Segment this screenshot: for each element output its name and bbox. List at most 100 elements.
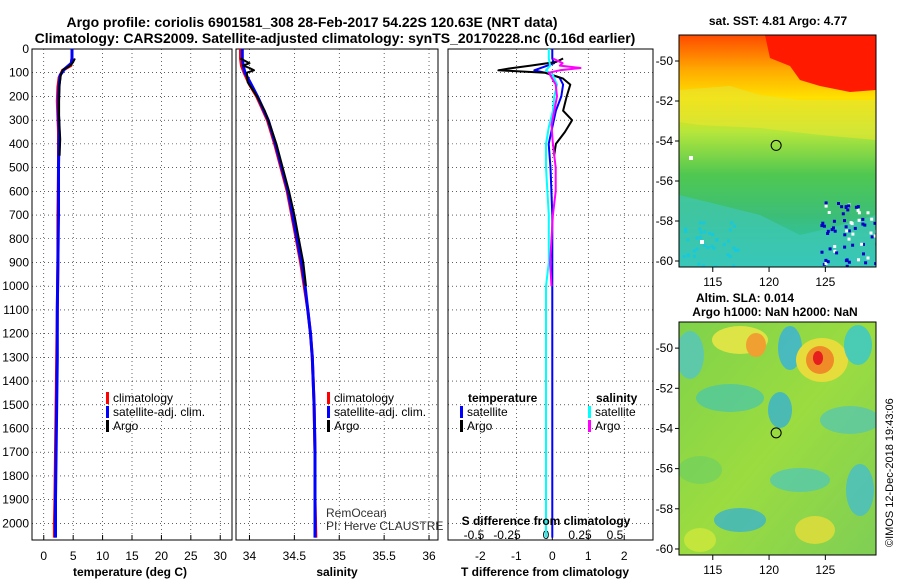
salinity-difference-tick-label: 0.25 xyxy=(568,528,592,542)
sst-pixel xyxy=(706,246,710,249)
salinity-difference-tick-label: -0.25 xyxy=(493,528,521,542)
sst-pixel xyxy=(840,205,844,209)
sst-pixel xyxy=(826,260,830,264)
sst-pixel xyxy=(727,239,731,243)
sst-pixel xyxy=(864,261,868,265)
sla-map-title: Altim. SLA: 0.014 xyxy=(696,291,794,305)
series-s-satellite xyxy=(545,49,558,538)
sst-pixel xyxy=(728,228,732,232)
sst-pixel xyxy=(712,246,716,250)
sst-pixel xyxy=(835,251,839,255)
temperature-panel-frame xyxy=(31,48,233,541)
sst-argo-location-marker xyxy=(770,139,782,151)
difference-series xyxy=(497,49,582,538)
x-tick-label: 20 xyxy=(155,549,169,563)
sst-pixel xyxy=(695,236,699,240)
sla-feature xyxy=(679,456,722,484)
legend-satellite-adj-swatch xyxy=(327,406,330,418)
map-x-tick-label: 115 xyxy=(703,563,722,577)
depth-tick-label: 600 xyxy=(9,184,29,198)
sst-map-axes: 115 120 125 -50 -52 -54 -56 -58 -60 xyxy=(656,54,836,289)
sst-pixel xyxy=(824,262,828,266)
sst-pixel xyxy=(684,229,688,233)
sst-pixel xyxy=(833,245,837,248)
legend-s-argo-swatch xyxy=(588,420,591,432)
imos-watermark: ©IMOS 12-Dec-2018 19:43:06 xyxy=(884,398,896,547)
depth-tick-label: 1400 xyxy=(2,374,29,388)
sst-pixel xyxy=(843,219,846,223)
sla-map-axes: 115 120 125 -50 -52 -54 -56 -58 -60 xyxy=(656,341,836,577)
sla-feature xyxy=(820,406,876,434)
salinity-axis: 34 34.5 35 35.5 36 xyxy=(243,535,436,563)
map-x-tick-label: 115 xyxy=(703,275,722,289)
sst-pixel xyxy=(710,244,714,248)
depth-tick-label: 900 xyxy=(9,255,29,269)
depth-tick-label: 700 xyxy=(9,208,29,222)
map-y-tick-label: -54 xyxy=(656,134,674,148)
depth-tick-label: 1000 xyxy=(2,279,29,293)
salinity-xlabel: salinity xyxy=(316,565,358,579)
sst-pixel xyxy=(869,231,873,235)
sst-pixel xyxy=(824,204,828,208)
x-tick-label: -1 xyxy=(511,549,522,563)
sst-cool-region xyxy=(679,195,876,267)
sst-pixel xyxy=(730,221,734,225)
sst-pixel xyxy=(682,254,686,258)
depth-tick-label: 200 xyxy=(9,89,29,103)
x-tick-label: 15 xyxy=(125,549,139,563)
map-y-tick-label: -54 xyxy=(656,421,674,435)
sst-pixel xyxy=(703,244,707,247)
legend-s-satellite: satellite xyxy=(595,405,636,419)
sst-pixel xyxy=(853,226,857,230)
sst-pixel xyxy=(849,221,853,225)
map-x-tick-label: 120 xyxy=(759,563,779,577)
sst-map-frame xyxy=(678,34,877,268)
map-y-tick-label: -52 xyxy=(656,94,674,108)
salinity-series xyxy=(239,49,318,538)
legend-climatology: climatology xyxy=(334,391,394,405)
sla-argo-location-marker xyxy=(770,427,782,439)
x-tick-label: 5 xyxy=(70,549,77,563)
sst-pixel xyxy=(699,230,703,234)
sst-pixel xyxy=(874,262,876,266)
sla-feature xyxy=(813,351,823,365)
sst-pixel xyxy=(698,227,702,231)
legend-satellite-adj: satellite-adj. clim. xyxy=(334,405,426,419)
depth-tick-label: 1700 xyxy=(2,445,29,459)
salinity-difference-label: S difference from climatology xyxy=(462,514,631,528)
sst-pixel xyxy=(866,256,870,260)
sst-pixel xyxy=(824,201,828,205)
sst-pixel xyxy=(722,243,726,247)
salinity-difference-tick-label: -0.5 xyxy=(464,528,485,542)
depth-tick-label: 400 xyxy=(9,137,29,151)
sst-pixel xyxy=(846,208,850,212)
map-y-tick-label: -50 xyxy=(656,54,674,68)
sla-feature xyxy=(778,326,802,370)
sst-pixel xyxy=(833,229,837,233)
x-tick-label: 0 xyxy=(549,549,556,563)
map-y-tick-label: -60 xyxy=(656,542,674,556)
sst-pixel xyxy=(820,250,824,254)
map-x-tick-label: 125 xyxy=(815,275,835,289)
sst-pixel xyxy=(847,260,851,264)
sst-pixel xyxy=(689,156,693,160)
difference-xlabel: T difference from climatology xyxy=(461,565,629,579)
depth-tick-label: 100 xyxy=(9,66,29,80)
sla-feature xyxy=(679,331,704,379)
sst-pixel xyxy=(734,249,738,253)
sst-pixel xyxy=(703,230,707,234)
sst-map-field xyxy=(679,35,876,267)
sla-feature xyxy=(770,468,830,492)
depth-axis: 0 100 200 300 400 500 600 700 800 900 1000 1100 1200… xyxy=(2,42,29,530)
sst-pixel xyxy=(692,249,696,253)
sst-pixel xyxy=(844,205,848,209)
sst-pixel xyxy=(686,253,690,257)
title-line-2: Climatology: CARS2009. Satellite-adjuste… xyxy=(35,30,636,46)
sst-pixel xyxy=(826,229,830,233)
sst-pixel xyxy=(828,247,832,251)
sst-pixel xyxy=(824,258,828,262)
sst-pixel xyxy=(733,224,736,228)
sst-pixel xyxy=(700,240,704,244)
sla-map-subtitle: Argo h1000: NaN h2000: NaN xyxy=(692,305,857,319)
